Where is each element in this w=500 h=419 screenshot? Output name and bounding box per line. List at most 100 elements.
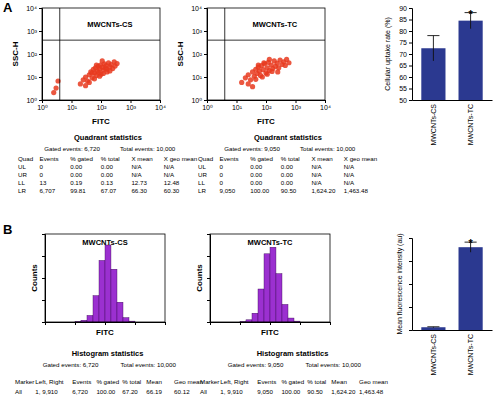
x-axis: 10⁰10¹10²10³10⁴ <box>202 100 331 111</box>
y-axis: 505560657075808590 <box>399 5 412 104</box>
x-axis <box>46 322 166 325</box>
axis-line <box>413 330 493 331</box>
tick: 60 <box>399 74 412 81</box>
points <box>42 8 160 100</box>
point <box>51 90 56 95</box>
table-cell: 9,050 <box>257 388 273 395</box>
histogram-bar <box>93 296 99 322</box>
error-cap <box>427 326 439 327</box>
plot-frame <box>45 234 165 322</box>
table-cell: 100.00 <box>281 388 300 395</box>
histogram-bar <box>264 254 270 322</box>
statistics-table: Quadrant statisticsGated events: 6,720To… <box>18 133 198 194</box>
axis-line <box>409 239 413 331</box>
tick-mark <box>409 307 412 308</box>
table-cell: LR <box>198 187 206 194</box>
tick-label: 65 <box>399 62 407 69</box>
tick <box>135 322 136 325</box>
tick: 10² <box>192 51 207 58</box>
tick-label: 10¹ <box>232 104 243 111</box>
tick-label: 10⁰ <box>202 104 213 111</box>
statistics-table: Quadrant statisticsGated events: 9,050To… <box>198 133 378 194</box>
table-cell: 66.19 <box>146 388 162 395</box>
table-header: % gated <box>96 378 119 385</box>
point <box>94 62 99 67</box>
table-note: Total events: 10,000 <box>120 145 176 152</box>
point <box>101 71 106 76</box>
tick: 10¹ <box>232 100 243 111</box>
tick: 10⁴ <box>26 5 42 12</box>
tick-mark <box>101 100 102 103</box>
tick-mark <box>409 330 412 331</box>
y-axis <box>207 235 211 323</box>
table-cell: N/A <box>131 163 142 170</box>
tick-label: 10⁰ <box>37 104 48 111</box>
tick <box>270 322 271 325</box>
error-bar <box>427 36 439 61</box>
table-cell: 60.12 <box>174 388 190 395</box>
tick-mark <box>240 322 241 325</box>
tick: 80 <box>399 28 412 35</box>
point <box>114 61 119 66</box>
tick-mark <box>409 66 412 67</box>
table-header: X geo mean <box>344 155 378 162</box>
tick-mark <box>39 8 42 9</box>
plot-frame <box>207 8 325 100</box>
tick-mark <box>204 77 207 78</box>
tick <box>42 234 45 235</box>
table-cell: All <box>15 388 22 395</box>
tick-mark <box>135 322 136 325</box>
table-cell: 12.73 <box>131 179 147 186</box>
tick <box>207 322 210 323</box>
table-cell: 67.07 <box>101 187 117 194</box>
panel-label: B <box>3 222 12 237</box>
table-header: % total <box>101 155 120 162</box>
table-header: Events <box>220 155 239 162</box>
axis-line <box>43 101 161 104</box>
table-cell: N/A <box>344 163 355 170</box>
tick-label: 10¹ <box>67 104 78 111</box>
tick-label: 90 <box>399 5 407 12</box>
points <box>207 8 325 100</box>
tick-label: 10³ <box>192 28 203 35</box>
table-cell: UR <box>18 171 27 178</box>
x-axis-title: FITC <box>92 117 110 126</box>
table-cell: 0.00 <box>70 163 83 170</box>
point <box>261 60 266 65</box>
table-header: % total <box>122 378 141 385</box>
tick-label: 10³ <box>126 104 137 111</box>
table-cell: N/A <box>344 171 355 178</box>
tick-label: MWCNTs-CS <box>430 104 437 146</box>
tick: MWCNTs-TC <box>467 100 474 145</box>
axis-line <box>39 9 43 101</box>
table-note: Total events: 10,000 <box>306 361 362 368</box>
tick-label: 10⁴ <box>320 104 331 111</box>
tick <box>75 322 76 325</box>
error-line <box>433 36 434 61</box>
tick-mark <box>270 322 271 325</box>
plot-frame <box>210 234 330 322</box>
tick-label: 10⁰ <box>26 97 37 104</box>
histogram-bar <box>99 260 105 322</box>
x-axis: MWCNTs-CSMWCNTs-TC <box>413 330 493 376</box>
tick-mark <box>42 278 45 279</box>
tick-mark <box>409 284 412 285</box>
histogram-bar <box>288 318 294 322</box>
tick <box>409 261 412 262</box>
table-cell: All <box>200 388 207 395</box>
tick: 65 <box>399 62 412 69</box>
tick-mark <box>75 322 76 325</box>
table-header: Marker <box>15 378 34 385</box>
table-cell: N/A <box>311 179 322 186</box>
tick: 70 <box>399 51 412 58</box>
table-cell: 90.50 <box>307 388 323 395</box>
table-header: X mean <box>311 155 333 162</box>
table-header: % gated <box>250 155 273 162</box>
table-cell: 0.00 <box>250 179 263 186</box>
table-cell: 60.30 <box>164 187 180 194</box>
gate-line <box>59 8 60 100</box>
axis-line <box>208 101 326 104</box>
table-cell: 1, 9,910 <box>35 388 58 395</box>
point <box>92 76 97 81</box>
table-cell: 1,624.20 <box>331 388 356 395</box>
